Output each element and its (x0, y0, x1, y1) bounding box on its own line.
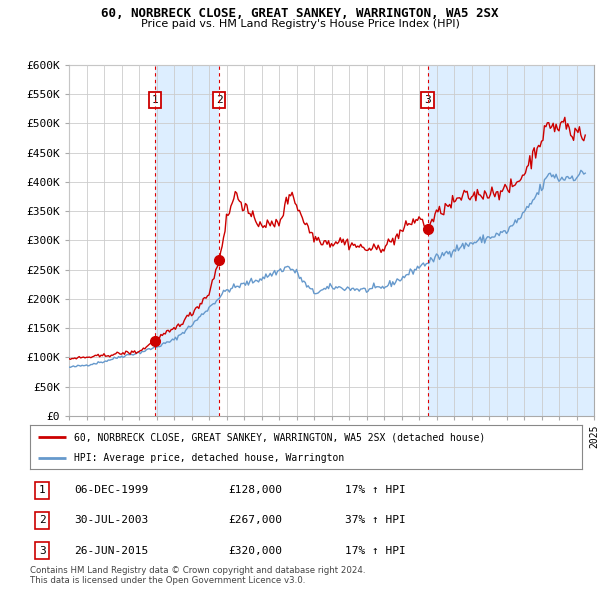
Text: HPI: Average price, detached house, Warrington: HPI: Average price, detached house, Warr… (74, 453, 344, 463)
Text: 60, NORBRECK CLOSE, GREAT SANKEY, WARRINGTON, WA5 2SX: 60, NORBRECK CLOSE, GREAT SANKEY, WARRIN… (101, 7, 499, 20)
Text: £320,000: £320,000 (229, 546, 283, 556)
Text: 1: 1 (39, 486, 46, 495)
Bar (155, 65, 219, 416)
Text: 06-DEC-1999: 06-DEC-1999 (74, 486, 148, 495)
Text: Contains HM Land Registry data © Crown copyright and database right 2024.: Contains HM Land Registry data © Crown c… (30, 566, 365, 575)
Text: 60, NORBRECK CLOSE, GREAT SANKEY, WARRINGTON, WA5 2SX (detached house): 60, NORBRECK CLOSE, GREAT SANKEY, WARRIN… (74, 432, 485, 442)
Text: This data is licensed under the Open Government Licence v3.0.: This data is licensed under the Open Gov… (30, 576, 305, 585)
Text: 17% ↑ HPI: 17% ↑ HPI (344, 486, 406, 495)
Text: Price paid vs. HM Land Registry's House Price Index (HPI): Price paid vs. HM Land Registry's House … (140, 19, 460, 29)
Text: 17% ↑ HPI: 17% ↑ HPI (344, 546, 406, 556)
Text: 2: 2 (39, 516, 46, 526)
Text: 26-JUN-2015: 26-JUN-2015 (74, 546, 148, 556)
Text: £267,000: £267,000 (229, 516, 283, 526)
Text: 37% ↑ HPI: 37% ↑ HPI (344, 516, 406, 526)
Text: £128,000: £128,000 (229, 486, 283, 495)
Text: 1: 1 (152, 95, 158, 105)
Text: 2: 2 (216, 95, 223, 105)
Text: 3: 3 (39, 546, 46, 556)
Text: 3: 3 (424, 95, 431, 105)
Bar (428, 65, 594, 416)
Text: 30-JUL-2003: 30-JUL-2003 (74, 516, 148, 526)
